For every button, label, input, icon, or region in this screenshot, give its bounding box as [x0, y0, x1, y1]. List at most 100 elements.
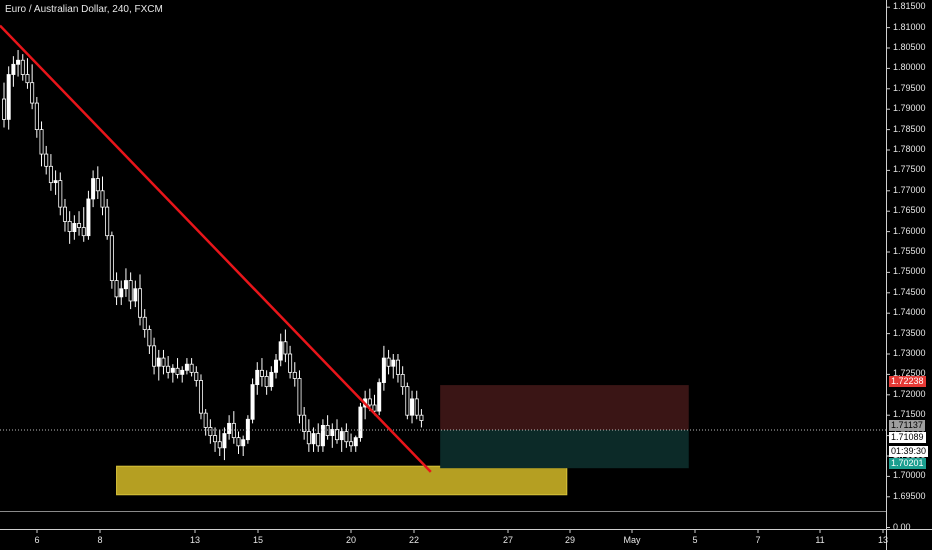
candle-body [414, 398, 419, 416]
price-tick-label: 1.75000 [893, 266, 926, 277]
price-tick-label: 1.76500 [893, 205, 926, 216]
candle-body [386, 357, 391, 367]
candle-body [72, 223, 77, 233]
candles-layer [2, 50, 424, 461]
time-tick-label: 5 [692, 535, 698, 545]
candle-body [344, 431, 349, 443]
price-tick-label: 1.79000 [893, 103, 926, 114]
trend-line [0, 24, 432, 473]
candle-body [339, 431, 344, 441]
candle-body [30, 82, 35, 104]
candle-body [39, 129, 44, 155]
time-tick-label: 13 [877, 535, 889, 545]
candle-body [119, 288, 124, 298]
time-tick-label: 8 [97, 535, 103, 545]
candle-body [152, 345, 157, 367]
current-price-tag: 1.71089 [889, 432, 926, 443]
price-tick-label: 1.73500 [893, 327, 926, 338]
candle-body [283, 341, 288, 355]
candle-body [320, 424, 325, 447]
candle-body [25, 74, 30, 84]
price-tick-label: 1.78500 [893, 123, 926, 134]
candle-body [400, 373, 405, 388]
price-tick-label: 1.77000 [893, 184, 926, 195]
zones-layer [116, 385, 689, 496]
candle-body [231, 422, 236, 439]
stop-loss-zone [440, 385, 689, 431]
chart-title: Euro / Australian Dollar, 240, FXCM [5, 4, 163, 15]
candle-body [391, 359, 396, 367]
bar-countdown-tag: 01:39:30 [889, 446, 929, 457]
candle-body [358, 406, 363, 439]
candle-body [245, 418, 250, 441]
time-tick-label: 7 [755, 535, 761, 545]
candle-body [316, 433, 321, 447]
candle-body [213, 435, 218, 443]
candle-body [269, 371, 274, 388]
time-tick-label: 15 [252, 535, 264, 545]
price-tick-label: 1.80500 [893, 42, 926, 52]
time-tick-label: 6 [34, 535, 40, 545]
candle-body [264, 376, 269, 388]
candle-body [170, 367, 175, 373]
candle-body [203, 412, 208, 428]
price-tick-label: 1.80000 [893, 62, 926, 73]
take-profit-price-tag: 1.70201 [889, 458, 926, 469]
price-tick-label: 1.81500 [893, 1, 926, 12]
last-price-tag: 1.71137 [889, 420, 925, 431]
price-tick-label: 1.74000 [893, 307, 926, 318]
candle-body [142, 316, 147, 330]
time-tick-label: 22 [408, 535, 420, 545]
candle-body [34, 102, 39, 131]
time-tick-label: 13 [189, 535, 201, 545]
candle-body [405, 386, 410, 416]
price-tick-label: 1.72000 [893, 388, 926, 399]
candle-body [208, 427, 213, 437]
candle-body [180, 369, 185, 375]
price-tick-label: 1.74500 [893, 286, 926, 297]
take-profit-zone [440, 430, 689, 469]
candle-body [67, 220, 72, 232]
candle-body [114, 280, 119, 298]
candle-body [44, 153, 49, 167]
candle-body [330, 429, 335, 437]
price-tick-label: 1.72500 [893, 368, 926, 379]
price-tick-label: 1.73000 [893, 348, 926, 358]
price-tick-label: 1.71500 [893, 409, 926, 420]
candle-body [217, 441, 222, 449]
time-tick-label: 11 [815, 535, 825, 545]
candle-body [222, 433, 227, 449]
candle-body [419, 414, 424, 421]
candle-body [62, 206, 67, 222]
candle-body [156, 357, 161, 367]
time-tick-label: 27 [502, 535, 514, 545]
stop-loss-price-tag: 1.72238 [889, 376, 926, 387]
support-zone [116, 465, 568, 496]
candle-body [395, 359, 400, 375]
price-tick-label: 1.77500 [893, 164, 926, 175]
candle-body [2, 98, 7, 120]
candle-body [255, 369, 260, 386]
candle-body [95, 178, 100, 192]
candle-body [353, 437, 358, 447]
candle-body [302, 414, 307, 432]
candle-body [161, 357, 166, 367]
candle-body [372, 404, 377, 412]
candle-body [250, 384, 255, 420]
candle-body [109, 235, 114, 281]
candle-body [259, 369, 264, 377]
candle-body [105, 206, 110, 237]
candle-body [274, 359, 279, 373]
candle-body [11, 63, 16, 75]
candle-body [20, 59, 25, 75]
candle-body [58, 180, 63, 208]
candle-body [184, 363, 189, 371]
candle-body [53, 180, 58, 184]
candle-body [86, 198, 91, 237]
candle-body [381, 357, 386, 383]
candle-body [166, 365, 171, 373]
price-tick-label: 1.81000 [893, 21, 926, 32]
